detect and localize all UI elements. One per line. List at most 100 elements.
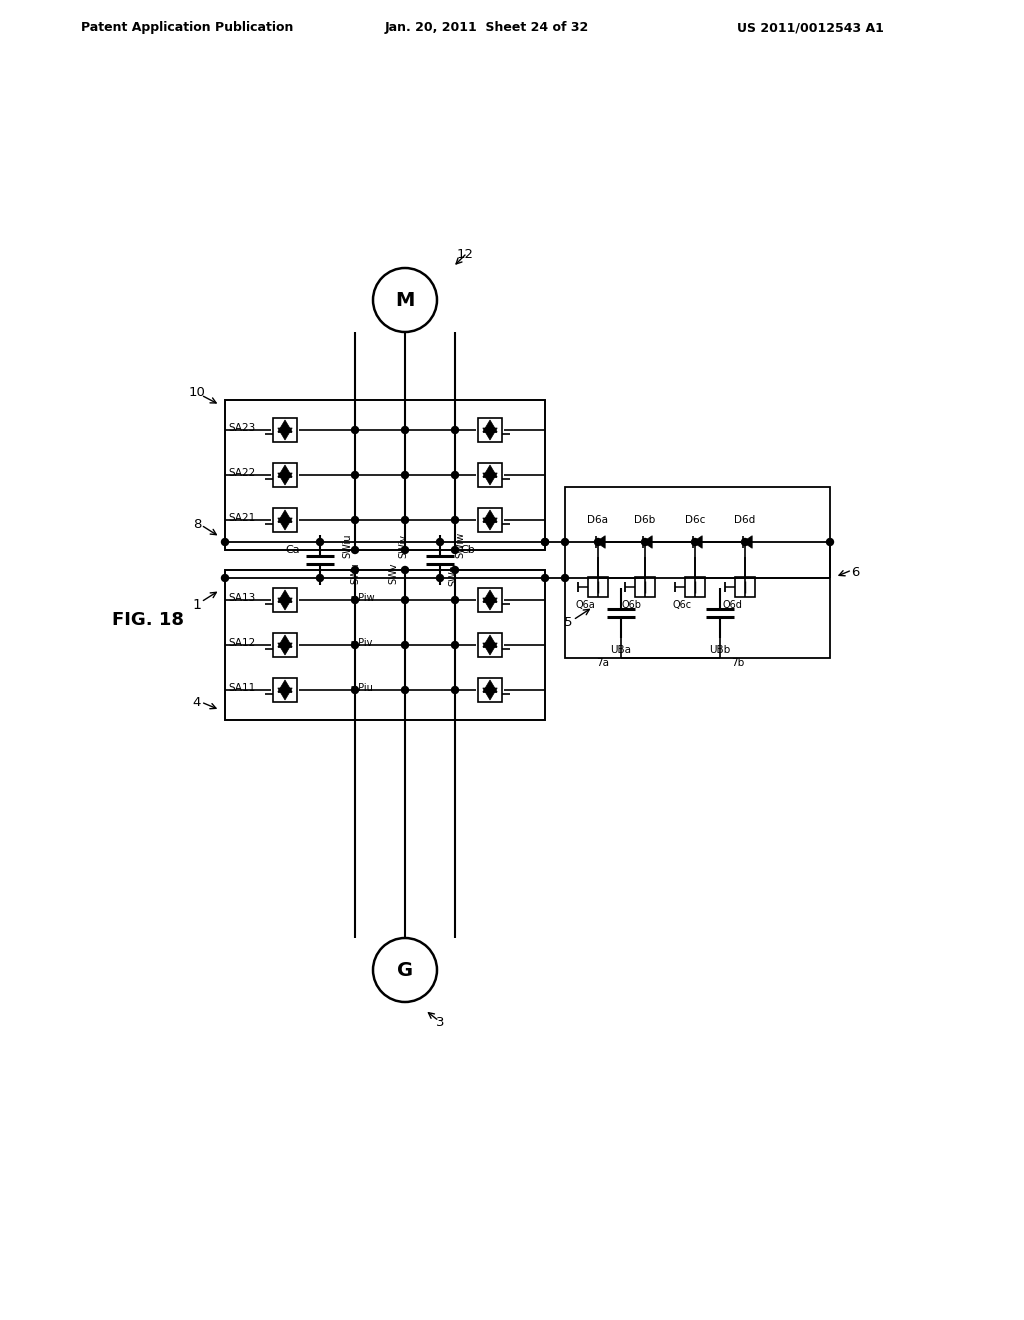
Text: 12: 12 [457,248,473,261]
Circle shape [452,516,459,524]
Bar [588,577,608,597]
Circle shape [542,574,549,582]
Bar [273,634,297,657]
Bar [478,634,502,657]
Polygon shape [278,680,292,692]
Text: 5: 5 [564,615,572,628]
Text: SWv: SWv [388,562,398,583]
Circle shape [595,539,601,545]
Bar [478,508,502,532]
Circle shape [561,539,568,545]
Text: ~Piw: ~Piw [350,593,375,603]
Text: FIG. 18: FIG. 18 [112,611,184,630]
Text: 3: 3 [436,1015,444,1028]
Bar [565,487,830,657]
Polygon shape [482,465,498,477]
Polygon shape [278,643,292,655]
Circle shape [221,574,228,582]
Circle shape [641,539,648,545]
Polygon shape [482,643,498,655]
Circle shape [316,539,324,545]
Text: 7b: 7b [731,657,744,668]
Text: SA11: SA11 [228,682,255,693]
Text: 7a: 7a [597,657,609,668]
Text: Patent Application Publication: Patent Application Publication [81,21,293,34]
Circle shape [452,566,459,573]
Circle shape [741,539,749,545]
Polygon shape [482,428,498,440]
Bar [478,678,502,702]
Circle shape [401,471,409,479]
Text: Q6a: Q6a [575,601,595,610]
Text: UBa: UBa [610,645,632,655]
Bar [273,463,297,487]
Circle shape [401,426,409,433]
Polygon shape [278,517,292,531]
Text: ~Piu: ~Piu [350,682,373,693]
Text: SWiu: SWiu [342,533,352,558]
Polygon shape [278,688,292,700]
Text: Q6b: Q6b [622,601,642,610]
Polygon shape [482,635,498,647]
Bar [273,678,297,702]
Polygon shape [278,420,292,432]
Text: M: M [395,290,415,309]
Text: SA22: SA22 [228,469,255,478]
Bar [685,577,705,597]
Text: SA12: SA12 [228,638,255,648]
Polygon shape [278,428,292,440]
Circle shape [452,597,459,603]
Text: UBb: UBb [710,645,731,655]
Text: SWiw: SWiw [455,532,465,558]
Text: D6b: D6b [635,515,655,525]
Circle shape [351,686,358,693]
Polygon shape [482,517,498,531]
Text: 6: 6 [851,565,859,578]
Text: 10: 10 [188,385,206,399]
Bar [478,463,502,487]
Circle shape [452,686,459,693]
Text: D6d: D6d [734,515,756,525]
Circle shape [401,566,409,573]
Circle shape [316,574,324,582]
Polygon shape [482,473,498,484]
Bar [478,587,502,612]
Circle shape [373,268,437,333]
Text: ~Piv: ~Piv [350,638,373,648]
Circle shape [401,546,409,553]
Circle shape [452,471,459,479]
Polygon shape [482,688,498,700]
Text: Cb: Cb [460,545,475,554]
Circle shape [401,516,409,524]
Circle shape [351,566,358,573]
Bar [635,577,655,597]
Text: 8: 8 [193,517,201,531]
Circle shape [691,539,698,545]
Polygon shape [742,536,753,548]
Circle shape [351,597,358,603]
Bar [225,570,545,719]
Polygon shape [482,510,498,521]
Circle shape [436,539,443,545]
Bar [273,508,297,532]
Circle shape [351,546,358,553]
Circle shape [561,574,568,582]
Circle shape [452,642,459,648]
Bar [735,577,755,597]
Text: SA21: SA21 [228,513,255,523]
Text: SA23: SA23 [228,422,255,433]
Text: 4: 4 [193,696,201,709]
Polygon shape [278,598,292,610]
Circle shape [351,426,358,433]
Circle shape [351,471,358,479]
Text: US 2011/0012543 A1: US 2011/0012543 A1 [736,21,884,34]
Polygon shape [596,536,605,548]
Text: D6c: D6c [685,515,706,525]
Bar [478,418,502,442]
Circle shape [452,546,459,553]
Polygon shape [482,590,498,602]
Polygon shape [278,510,292,521]
Polygon shape [482,420,498,432]
Text: G: G [397,961,413,979]
Polygon shape [278,635,292,647]
